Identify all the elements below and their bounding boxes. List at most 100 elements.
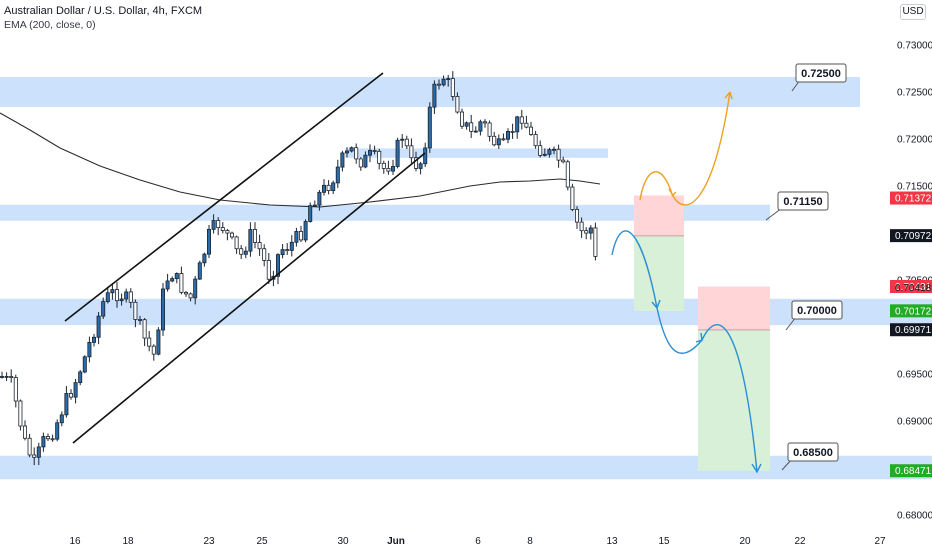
candle-body: [206, 228, 211, 255]
bullish-arrow-head-1: [668, 188, 677, 197]
time-tick-label: 6: [475, 536, 481, 547]
candle: [257, 234, 262, 256]
bearish-arrow-head-1: [651, 299, 661, 310]
candle: [312, 200, 317, 207]
target-zone-2: [698, 329, 770, 471]
candle-body: [519, 116, 524, 124]
price-tag: 0.70172: [890, 304, 932, 318]
price-tag-label: 0.70418: [895, 283, 932, 294]
candle-body: [418, 163, 423, 169]
candle-body: [400, 138, 405, 141]
candle-body: [234, 236, 239, 250]
candle-body: [202, 253, 207, 264]
candle: [427, 102, 432, 153]
candle: [22, 420, 27, 441]
price-tag-bg: [890, 464, 932, 478]
candle: [450, 71, 455, 101]
symbol-title[interactable]: Australian Dollar / U.S. Dollar, 4h, FXC…: [4, 5, 203, 17]
candle-body: [478, 121, 483, 132]
price-tick-label: 0.72000: [897, 135, 932, 146]
ema-200-line: [0, 112, 601, 208]
candle: [156, 327, 161, 356]
candle: [197, 260, 202, 281]
candle-body: [179, 273, 184, 293]
candle: [50, 434, 55, 442]
candle: [229, 231, 234, 240]
candle: [423, 142, 428, 168]
candle-body: [432, 83, 437, 108]
candle: [59, 411, 64, 427]
candle-body: [413, 157, 418, 169]
target-zone-1: [634, 235, 684, 312]
price-tag-bg: [890, 304, 932, 318]
candle: [151, 344, 156, 361]
candle: [395, 137, 400, 169]
candle: [248, 222, 253, 257]
price-tick-label: 0.72500: [897, 88, 932, 99]
candle-body: [340, 152, 345, 168]
candle: [436, 79, 441, 90]
candle: [487, 120, 492, 142]
candle-body: [565, 161, 570, 188]
candle: [101, 297, 106, 319]
candle-body: [101, 301, 106, 317]
candle: [285, 243, 290, 255]
level-label: 0.68500: [793, 447, 833, 459]
candle: [446, 74, 451, 87]
candle: [96, 312, 101, 345]
price-tag-label: 0.70431: [895, 282, 932, 293]
candle-body: [298, 231, 303, 241]
candle: [308, 202, 313, 223]
candle-body: [243, 250, 248, 255]
price-tag: 0.71372: [890, 191, 932, 205]
candle-body: [266, 260, 271, 280]
candle-body: [216, 220, 221, 229]
candle-body: [262, 248, 267, 261]
candle: [575, 206, 580, 229]
currency-button[interactable]: USD: [900, 4, 926, 20]
candle-body: [188, 293, 193, 299]
candle-body: [308, 205, 313, 222]
candle-body: [294, 231, 299, 243]
candle: [220, 222, 225, 234]
candle: [262, 244, 267, 267]
price-tag: 0.69971: [890, 323, 932, 337]
price-tag: 0.70418: [895, 283, 932, 294]
candle: [9, 369, 14, 383]
candle: [36, 442, 41, 465]
stop-zone-2: [698, 286, 770, 330]
price-tag-bg: [890, 229, 932, 243]
candle-body: [367, 150, 372, 156]
candle-body: [289, 241, 294, 251]
candle-body: [533, 134, 538, 147]
candle: [331, 180, 336, 195]
price-tag-label: 0.70172: [895, 306, 932, 317]
candle-body: [4, 376, 9, 378]
callout-box: [787, 442, 839, 462]
candle-body: [110, 289, 115, 294]
support-resistance-zone: [345, 148, 608, 158]
candle-body: [225, 230, 230, 234]
price-tag-label: 0.68471: [895, 466, 932, 477]
candle: [225, 228, 230, 241]
candle-body: [147, 337, 152, 347]
candle-body: [473, 130, 478, 133]
candle: [501, 133, 506, 141]
candle-body: [32, 454, 37, 458]
candle: [55, 419, 60, 442]
candle-body: [372, 150, 377, 152]
time-tick-label: 27: [874, 536, 886, 547]
candle: [206, 224, 211, 259]
indicator-label[interactable]: EMA (200, close, 0): [4, 19, 96, 31]
time-tick-label: 13: [606, 536, 618, 547]
candle: [289, 235, 294, 257]
candle: [211, 214, 216, 234]
candle-body: [331, 182, 336, 192]
price-tick-label: 0.69500: [897, 370, 932, 381]
candle-body: [257, 242, 262, 250]
candle-body: [441, 78, 446, 86]
candle-body: [575, 209, 580, 223]
price-axis: 0.730000.725000.720000.715000.710000.705…: [890, 41, 932, 522]
candle: [381, 160, 386, 174]
